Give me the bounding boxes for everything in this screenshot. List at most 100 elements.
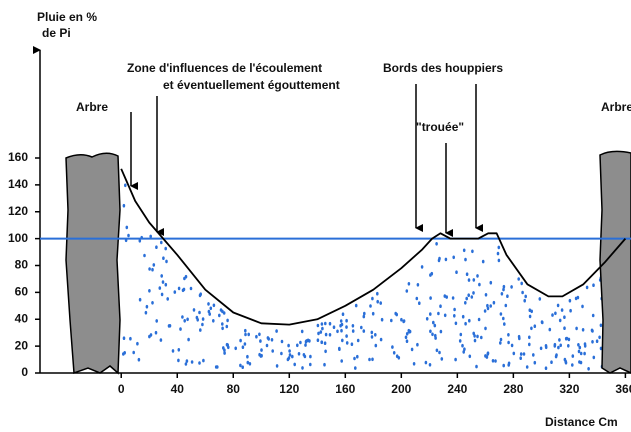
rain-dot	[486, 355, 489, 359]
rain-dot	[526, 365, 529, 369]
rain-dot	[355, 304, 358, 308]
rain-dot	[304, 355, 307, 359]
rain-dot	[429, 296, 432, 300]
rain-dot	[244, 333, 247, 337]
rain-dot	[541, 321, 544, 325]
rain-dot	[523, 352, 526, 356]
rain-dot	[473, 334, 476, 338]
rain-dot	[460, 333, 463, 337]
rain-dot	[341, 339, 344, 343]
rain-dot	[462, 315, 465, 319]
rain-dot	[400, 318, 403, 322]
annotation: Bords des houppiers	[383, 61, 503, 75]
rain-dot	[584, 344, 587, 348]
rain-dot	[390, 319, 393, 323]
rain-dot	[503, 322, 506, 326]
rain-dot	[521, 291, 524, 295]
rain-dot	[371, 297, 374, 301]
rain-dot	[221, 322, 224, 326]
rain-dot	[436, 349, 439, 353]
rain-dot	[186, 359, 189, 363]
rain-dot	[416, 343, 419, 347]
rain-dot	[145, 311, 148, 315]
annotation: et éventuellement égouttement	[163, 78, 340, 92]
rain-dot	[554, 312, 557, 316]
rain-dot	[258, 333, 261, 337]
rain-dot	[363, 312, 366, 316]
rain-dot	[324, 350, 327, 354]
rain-dot	[569, 299, 572, 303]
rain-dot	[403, 319, 406, 323]
rain-dot	[275, 329, 278, 333]
rain-dot	[352, 324, 355, 328]
rain-dot	[529, 308, 532, 312]
rain-dot	[321, 327, 324, 331]
rain-dot	[357, 339, 360, 343]
rain-dot	[160, 274, 163, 278]
rain-dot	[572, 354, 575, 358]
rain-dot	[500, 338, 503, 342]
rain-dot	[288, 349, 291, 353]
rain-dot	[431, 272, 434, 276]
rain-dot	[478, 283, 481, 287]
annotation: Zone d'influences de l'écoulement	[127, 61, 322, 75]
rain-dot	[127, 234, 130, 238]
rain-dot	[593, 356, 596, 360]
rain-dot	[426, 317, 429, 321]
rain-dot	[351, 342, 354, 346]
rain-dot	[502, 317, 505, 321]
rain-dot	[356, 355, 359, 359]
rain-dot	[564, 358, 567, 362]
x-tick-label: 320	[559, 382, 579, 396]
rain-dot	[177, 359, 180, 363]
rain-dot	[160, 241, 163, 245]
rain-dot	[429, 330, 432, 334]
rain-dot	[463, 249, 466, 253]
rain-dot	[126, 226, 129, 230]
rain-dot	[165, 260, 168, 264]
rain-dot	[559, 319, 562, 323]
rain-dot	[581, 305, 584, 309]
rain-dot	[393, 351, 396, 355]
rain-dot	[178, 348, 181, 352]
rain-dot	[360, 326, 363, 330]
rain-dot	[155, 331, 158, 335]
rain-dot	[500, 312, 503, 316]
rain-dot	[575, 297, 578, 301]
rain-dot	[153, 263, 156, 267]
rain-dot	[545, 366, 548, 370]
rain-dot	[565, 337, 568, 341]
rain-dot	[582, 328, 585, 332]
rain-dot	[395, 313, 398, 317]
rain-dot	[459, 339, 462, 343]
rain-dot	[478, 318, 481, 322]
rain-dot	[519, 356, 522, 360]
rain-dot	[550, 360, 553, 364]
rain-dot	[148, 289, 151, 293]
rain-dots	[122, 184, 623, 371]
rain-dot	[353, 357, 356, 361]
rain-dot	[179, 327, 182, 331]
rain-dot	[181, 315, 184, 319]
rain-dot	[186, 318, 189, 322]
rain-dot	[476, 274, 479, 278]
rain-dot	[182, 289, 185, 293]
x-tick-label: 80	[227, 382, 241, 396]
rain-dot	[317, 332, 320, 336]
rain-dot	[202, 317, 205, 321]
rain-dot	[506, 294, 509, 298]
rain-dot	[482, 260, 485, 264]
rain-dot	[371, 331, 374, 335]
tree-trunk	[66, 153, 120, 373]
rain-dot	[545, 346, 548, 350]
y-axis-label: de Pi	[42, 26, 71, 40]
rain-dot	[324, 341, 327, 345]
rain-dot	[267, 337, 270, 341]
rain-dot	[317, 324, 320, 328]
rain-dot	[296, 344, 299, 348]
rain-dot	[464, 301, 467, 305]
rain-dot	[592, 314, 595, 318]
rain-dot	[293, 363, 296, 367]
rain-dot	[123, 204, 126, 208]
rain-dot	[191, 360, 194, 364]
